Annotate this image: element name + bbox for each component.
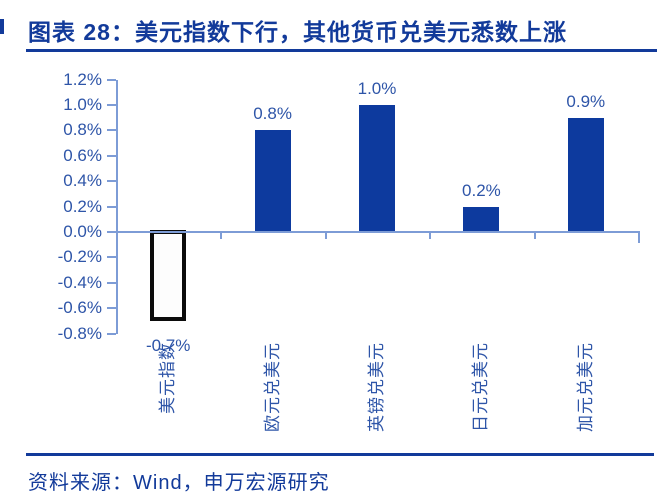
x-category-label: 美元指数 [158, 342, 178, 414]
bar-5 [567, 117, 604, 232]
x-tick-mark [429, 233, 432, 239]
y-tick-mark [107, 180, 116, 183]
x-axis-end-tick [638, 233, 640, 243]
y-tick-mark [107, 231, 116, 233]
y-tick-label: -0.2% [57, 247, 102, 267]
bar-value-label: 0.2% [462, 180, 501, 200]
bar-value-label: -0.7% [145, 335, 191, 355]
y-tick-label: 0.4% [63, 171, 102, 191]
title-underline [26, 49, 657, 52]
x-tick-mark [220, 233, 223, 239]
y-tick-label: 0.2% [63, 196, 102, 216]
x-category-label: 英镑兑美元 [367, 342, 386, 432]
bar-value-label: 0.9% [566, 91, 606, 111]
source-text: 资料来源：Wind，申万宏源研究 [28, 472, 330, 494]
bar-chart: 1.2% 1.0% 0.8% 0.6% 0.4% 0.2% 0.0% -0.2% -0.4% -0… [57, 69, 640, 432]
x-category-label: 欧元兑美元 [262, 342, 282, 432]
x-axis-line [116, 231, 640, 233]
y-tick-mark [107, 104, 116, 106]
x-tick-mark [324, 233, 327, 239]
figure-title: 图表 28：美元指数下行，其他货币兑美元悉数上涨 [28, 19, 567, 45]
bar-2 [254, 130, 291, 232]
y-tick-label: 0.6% [63, 145, 102, 165]
page-edge-text-fragment [0, 19, 4, 34]
bar-4 [463, 206, 500, 232]
y-tick-label: 0.0% [63, 222, 102, 241]
y-tick-label: -0.8% [57, 323, 102, 343]
y-tick-mark [107, 332, 116, 335]
y-tick-label: 1.0% [63, 95, 102, 114]
bar-3 [359, 105, 395, 232]
y-tick-label: 0.8% [63, 120, 102, 140]
y-tick-mark [107, 78, 116, 81]
y-tick-mark [107, 154, 116, 157]
y-tick-label: 1.2% [63, 69, 102, 89]
y-tick-mark [107, 281, 116, 284]
bar-1 [150, 230, 187, 321]
y-tick-mark [107, 307, 116, 310]
x-category-label: 加元兑美元 [575, 342, 595, 432]
bar-value-label: 0.8% [253, 104, 292, 124]
y-axis-line [116, 79, 118, 334]
y-tick-label: -0.6% [57, 298, 102, 318]
bar-value-label: 1.0% [357, 79, 397, 98]
x-category-label: 日元兑美元 [471, 342, 491, 432]
y-tick-label: -0.4% [57, 272, 102, 292]
y-tick-mark [107, 205, 116, 208]
x-tick-mark [533, 233, 536, 239]
y-tick-mark [107, 256, 116, 259]
source-divider [26, 453, 654, 456]
y-tick-mark [107, 129, 116, 132]
